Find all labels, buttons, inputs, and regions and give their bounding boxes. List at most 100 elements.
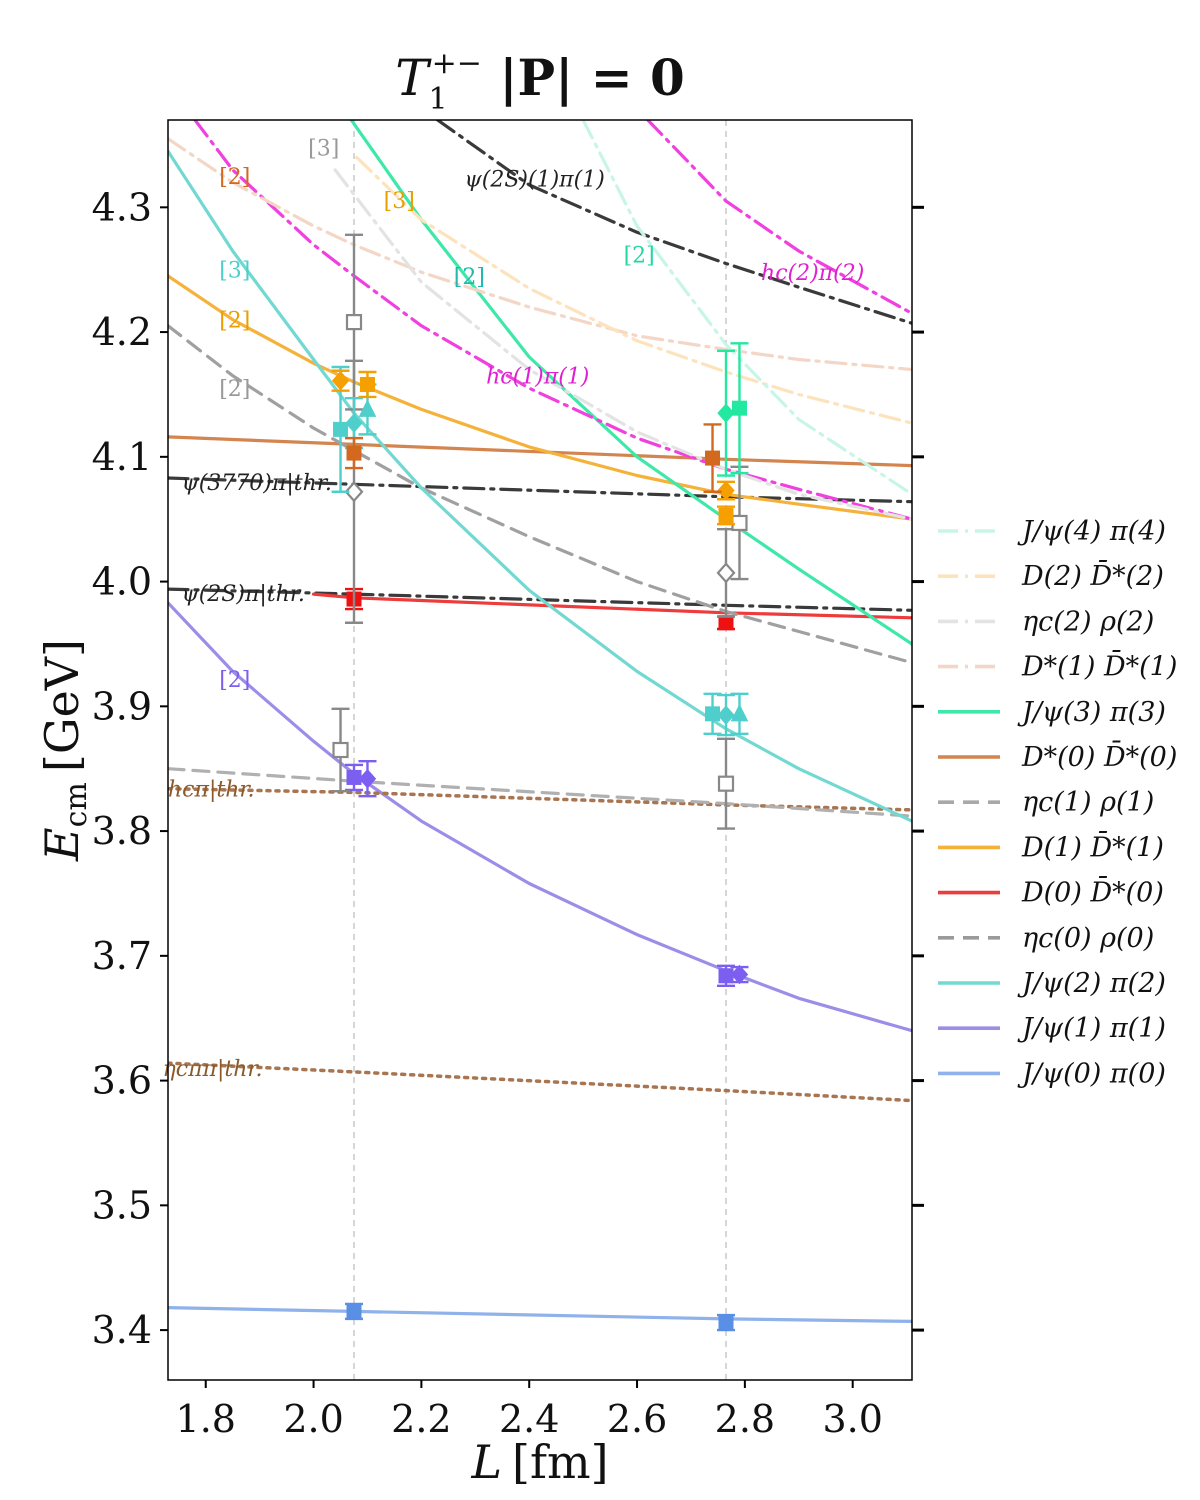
legend-label: D(2) D̄*(2): [1021, 558, 1164, 592]
diamond-marker: [717, 403, 735, 423]
energy-curves: [168, 120, 912, 1324]
annotation-3770-thr: ψ(3770)π|thr.: [181, 471, 331, 496]
curve-c-0-0: [168, 767, 912, 818]
annotation-3: [3]: [219, 259, 250, 284]
level-point: [730, 692, 749, 735]
square-marker: [346, 445, 362, 461]
legend-label: D(0) D̄*(0): [1021, 875, 1164, 909]
level-point: [717, 480, 735, 501]
square-marker: [718, 507, 734, 523]
diamond-marker: [717, 705, 735, 725]
x-axis: 1.8 2.0 2.2 2.4 2.6 2.8 3.0: [176, 1380, 883, 1441]
diamond-marker: [717, 480, 735, 501]
square-marker: [731, 514, 748, 532]
annotation-2: [2]: [454, 265, 485, 290]
annotation-hc-thr: hcπ|thr.: [168, 778, 254, 803]
curve-j-2-2: [168, 149, 912, 823]
x-tick-label: 1.8: [176, 1397, 236, 1441]
curve-d-2-d-2: [355, 155, 912, 425]
square-marker: [705, 450, 721, 466]
diamond-marker: [716, 562, 736, 584]
annotation-2: [2]: [219, 309, 250, 334]
square-marker: [731, 400, 747, 416]
curve-hc-2-2: [646, 120, 912, 315]
level-point: [717, 737, 735, 830]
level-point: [358, 760, 377, 798]
curve-j-4-4: [581, 120, 912, 496]
level-point: [717, 1313, 735, 1332]
legend-label: ηc(1) ρ(1): [1022, 787, 1154, 818]
curve-hc-1-1: [193, 120, 912, 521]
legend-entry: J/ψ(2) π(2): [938, 968, 1166, 999]
legend-entry: ηc(0) ρ(0): [938, 923, 1154, 954]
diamond-marker: [730, 964, 749, 985]
level-point: [331, 369, 350, 392]
level-point: [345, 763, 363, 792]
y-tick-label: 4.1: [92, 435, 152, 479]
level-point: [717, 505, 735, 526]
square-marker: [346, 769, 362, 785]
level-point: [717, 349, 735, 477]
level-point: [717, 615, 735, 631]
legend-label: ηc(2) ρ(2): [1022, 606, 1154, 637]
curve-d-0-d-0: [312, 592, 912, 620]
legend-entry: J/ψ(0) π(0): [938, 1058, 1166, 1089]
y-axis: 3.4 3.5 3.6 3.7 3.8 3.9 4.0 4.1 4.2 4.3: [92, 185, 924, 1352]
annotation-hc-2-2: hc(2)π(2): [761, 261, 864, 286]
annotation-2s-1-1: ψ(2S)(1)π(1): [465, 168, 605, 193]
diamond-marker: [345, 413, 363, 433]
level-point: [730, 342, 749, 475]
legend-label: J/ψ(3) π(3): [1017, 697, 1166, 728]
square-marker: [332, 741, 349, 759]
curve-c-1-1: [168, 324, 912, 665]
y-tick-label: 3.8: [92, 809, 152, 853]
legend-label: J/ψ(2) π(2): [1017, 968, 1166, 999]
curve-j-0-0: [168, 1305, 912, 1324]
legend-entry: ηc(2) ρ(2): [938, 606, 1154, 637]
curve-d-0-d-0: [168, 435, 912, 468]
chart-title: T1+− |P| = 0: [395, 46, 685, 117]
level-point: [345, 1302, 363, 1321]
legend-label: J/ψ(1) π(1): [1017, 1013, 1166, 1044]
curve-hc-thr: [168, 786, 912, 812]
square-marker: [718, 615, 734, 631]
level-point: [703, 423, 722, 493]
square-marker: [718, 1315, 734, 1331]
square-marker: [718, 968, 734, 984]
level-point: [345, 436, 363, 470]
legend-entry: ηc(1) ρ(1): [938, 787, 1154, 818]
annotation-3: [3]: [308, 136, 339, 161]
legend-entry: J/ψ(4) π(4): [938, 516, 1166, 547]
y-tick-label: 4.3: [92, 185, 152, 229]
curve-j-3-3: [349, 120, 912, 646]
square-marker: [333, 421, 349, 437]
y-tick-label: 3.6: [92, 1059, 152, 1103]
annotation-2: [2]: [219, 668, 250, 693]
curve-d-1-d-1: [168, 274, 912, 521]
square-marker: [717, 775, 735, 792]
legend-entry: J/ψ(1) π(1): [938, 1013, 1166, 1044]
legend: J/ψ(4) π(4) D(2) D̄*(2) ηc(2) ρ(2) D*(1) D̄…: [938, 516, 1177, 1089]
level-point: [730, 964, 749, 985]
legend-label: J/ψ(4) π(4): [1017, 516, 1166, 547]
legend-entry: J/ψ(3) π(3): [938, 697, 1166, 728]
level-point: [730, 465, 749, 581]
annotation-3: [3]: [384, 189, 415, 214]
legend-entry: D(1) D̄*(1): [938, 829, 1164, 863]
diamond-marker: [344, 481, 364, 503]
curve-3770-thr: [168, 476, 912, 504]
x-tick-label: 3.0: [822, 1397, 882, 1441]
annotation-2: [2]: [219, 377, 250, 402]
legend-entry: D(0) D̄*(0): [938, 875, 1164, 909]
legend-label: J/ψ(0) π(0): [1017, 1058, 1166, 1089]
y-axis-label: Ecm[GeV]: [35, 639, 94, 862]
x-tick-label: 2.4: [499, 1397, 559, 1441]
level-point: [331, 365, 350, 493]
legend-entry: D(2) D̄*(2): [938, 558, 1164, 592]
diamond-marker: [331, 370, 350, 391]
square-marker: [346, 1303, 362, 1319]
y-tick-label: 3.4: [92, 1308, 152, 1352]
x-tick-label: 2.2: [391, 1397, 451, 1441]
square-marker: [705, 706, 721, 722]
